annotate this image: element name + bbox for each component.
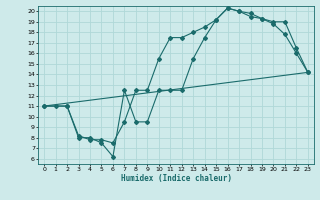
X-axis label: Humidex (Indice chaleur): Humidex (Indice chaleur) — [121, 174, 231, 183]
